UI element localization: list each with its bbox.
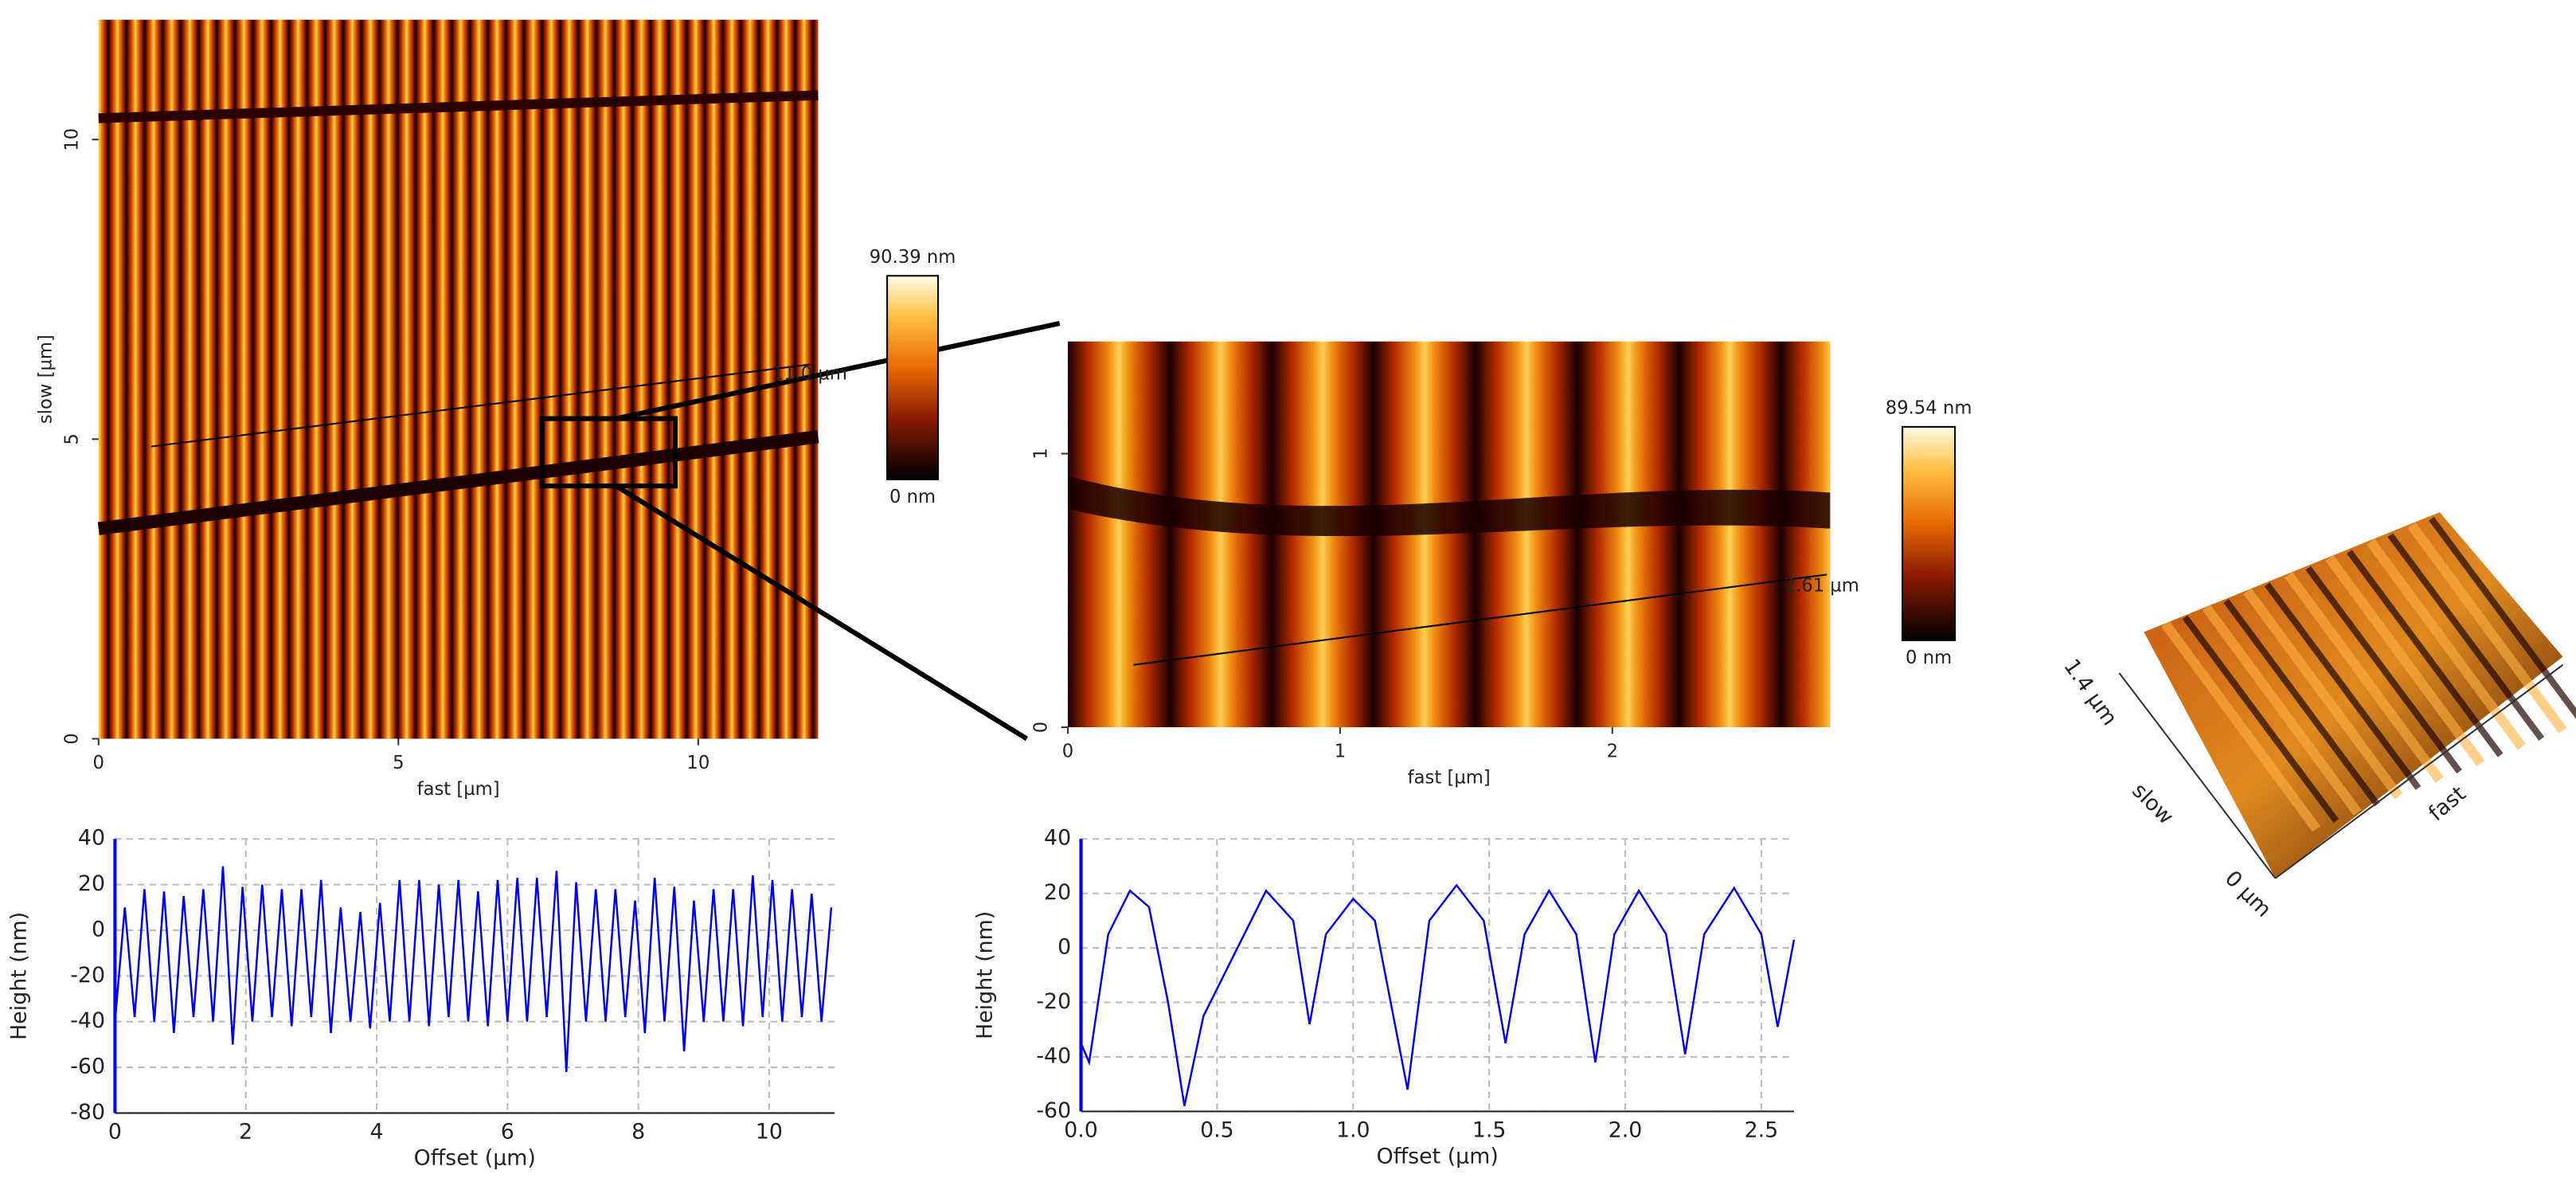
- y-axis-label: Height (nm): [972, 911, 997, 1039]
- valley: [2387, 533, 2544, 741]
- y-tick-label: -40: [1036, 1043, 1071, 1068]
- colorbar-label: 0 nm: [1906, 648, 1952, 668]
- x-axis-label: Offset (µm): [414, 1146, 536, 1171]
- y-tick-label: -40: [70, 1008, 105, 1033]
- colorbar: [1902, 425, 1956, 641]
- x-tick-label: 5: [393, 753, 404, 773]
- y-tick-label: 0: [61, 733, 82, 744]
- colorbar-label: 90.39 nm: [870, 247, 956, 268]
- valley: [2223, 598, 2380, 807]
- axis-3d: [2274, 663, 2564, 879]
- profile-line: [150, 363, 811, 448]
- axis-3d-label: fast: [2424, 781, 2471, 826]
- grain-boundary: [97, 430, 819, 535]
- x-tick-label: 10: [686, 753, 709, 773]
- x-tick-label: 10: [756, 1120, 783, 1145]
- valley: [2346, 550, 2504, 757]
- x-axis-label: fast [µm]: [417, 779, 500, 800]
- profile-curve: [114, 866, 833, 1072]
- dark-band: [1068, 476, 1831, 537]
- x-tick-label: 2.5: [1745, 1118, 1779, 1143]
- zoom-box: [539, 416, 678, 489]
- x-tick-label: 0.5: [1200, 1118, 1234, 1143]
- zoom-line: [616, 321, 1061, 421]
- x-tick-label: 2: [1607, 741, 1618, 761]
- x-tick-label: 1: [1335, 741, 1346, 761]
- x-tick-label: 2.0: [1609, 1118, 1643, 1143]
- y-tick-label: -20: [1036, 989, 1071, 1014]
- axis-3d: [2118, 672, 2277, 879]
- x-tick-label: 0: [1062, 741, 1073, 761]
- y-axis-label: slow [µm]: [35, 335, 56, 424]
- x-tick-label: 4: [369, 1120, 383, 1145]
- colorbar-label: 89.54 nm: [1886, 398, 1972, 419]
- y-tick-label: 10: [61, 128, 82, 151]
- profile-curve: [1080, 883, 1796, 1106]
- axis-3d-label: 0 µm: [2220, 866, 2277, 922]
- axis-3d-label: slow: [2127, 778, 2178, 829]
- afm-image: [1068, 341, 1831, 728]
- y-axis-label: Height (nm): [6, 912, 31, 1040]
- y-tick-label: -60: [1036, 1098, 1071, 1123]
- ridge: [2407, 522, 2567, 734]
- x-tick-label: 8: [631, 1120, 645, 1145]
- y-tick-label: 40: [1044, 826, 1071, 851]
- colorbar-label: 0 nm: [889, 487, 936, 507]
- profile-line: [1133, 573, 1827, 666]
- x-tick-label: 0.0: [1064, 1118, 1098, 1143]
- y-tick-label: 0: [92, 917, 105, 941]
- valley: [2182, 615, 2340, 824]
- x-tick-label: 1.5: [1472, 1118, 1507, 1143]
- y-tick-label: -80: [70, 1100, 105, 1125]
- annotation: 11.0 µm: [772, 363, 847, 384]
- y-tick-label: 0: [1057, 935, 1071, 960]
- colorbar: [886, 275, 940, 480]
- y-tick-label: 20: [78, 871, 105, 896]
- x-tick-label: 1.0: [1336, 1118, 1370, 1143]
- afm-image: [98, 19, 819, 739]
- y-tick-label: -60: [70, 1055, 105, 1079]
- y-tick-label: 40: [78, 826, 105, 851]
- valley: [2305, 566, 2462, 774]
- y-tick-label: 1: [1031, 448, 1052, 459]
- y-tick-label: 20: [1044, 880, 1071, 905]
- annotation: 2.61 µm: [1784, 575, 1859, 596]
- y-tick-label: -20: [70, 963, 105, 988]
- x-axis-label: fast [µm]: [1408, 767, 1491, 788]
- x-tick-label: 2: [239, 1120, 252, 1145]
- y-tick-label: 5: [61, 433, 82, 444]
- axis-3d-label: 1.4 µm: [2058, 655, 2122, 730]
- ridge: [2202, 604, 2362, 816]
- valley: [2264, 582, 2422, 790]
- ridge: [2325, 555, 2485, 767]
- zoom-line: [615, 483, 1029, 742]
- ridge: [2161, 620, 2321, 832]
- x-axis-label: Offset (µm): [1377, 1145, 1499, 1169]
- x-tick-label: 0: [108, 1120, 122, 1145]
- ridge: [2243, 588, 2403, 800]
- ridge: [2367, 538, 2526, 750]
- y-tick-label: 0: [1031, 722, 1052, 733]
- x-tick-label: 0: [93, 753, 104, 773]
- ridge: [2284, 571, 2444, 783]
- grain-boundary: [98, 90, 819, 123]
- x-tick-label: 6: [501, 1120, 514, 1145]
- valley: [2429, 516, 2576, 719]
